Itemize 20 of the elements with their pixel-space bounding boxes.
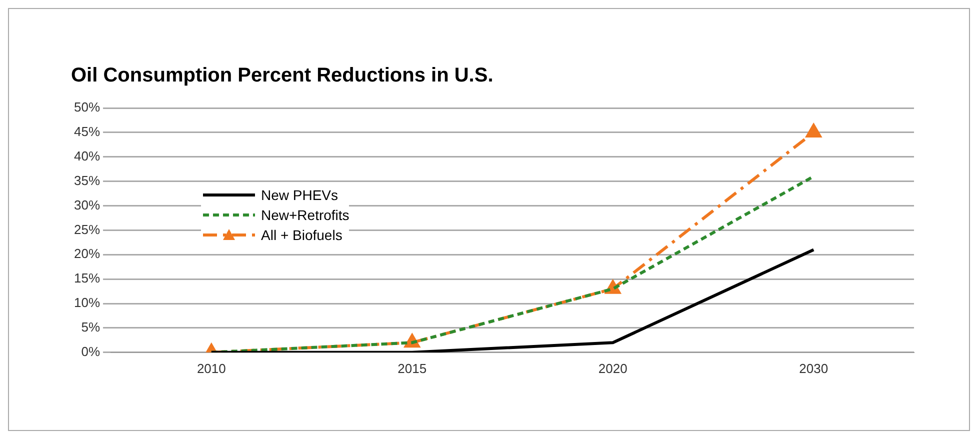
x-tick-label: 2030	[799, 360, 828, 376]
y-tick-label: 30%	[74, 197, 100, 212]
y-tick-label: 20%	[74, 246, 100, 262]
y-tick-label: 0%	[81, 344, 100, 359]
y-tick-label: 10%	[74, 295, 100, 310]
y-tick-label: 50%	[74, 100, 100, 115]
x-tick-label: 2020	[598, 360, 628, 376]
y-tick-label: 15%	[74, 270, 100, 286]
y-tick-label: 40%	[74, 148, 100, 164]
x-tick-label: 2015	[398, 360, 427, 376]
y-tick-label: 25%	[74, 222, 100, 237]
y-tick-label: 35%	[74, 172, 100, 188]
legend-label: New PHEVs	[261, 187, 338, 203]
x-tick-label: 2010	[196, 360, 226, 376]
legend-label: New+Retrofits	[261, 207, 350, 223]
legend-label: All + Biofuels	[261, 227, 342, 243]
y-tick-label: 45%	[74, 124, 100, 140]
y-tick-label: 5%	[81, 320, 100, 335]
chart-title: Oil Consumption Percent Reductions in U.S.	[71, 64, 494, 87]
point	[806, 124, 822, 138]
